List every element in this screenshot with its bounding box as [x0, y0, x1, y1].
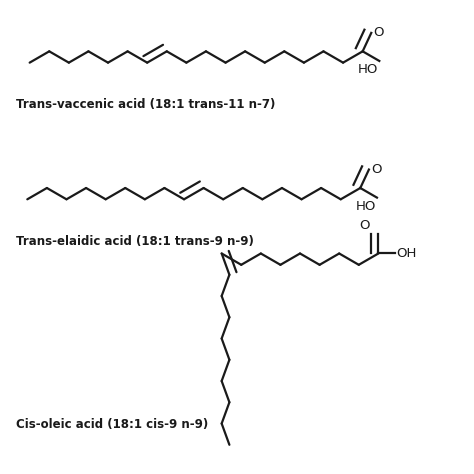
Text: HO: HO: [356, 200, 376, 213]
Text: O: O: [371, 163, 381, 176]
Text: Trans-elaidic acid (18:1 trans-9 n-9): Trans-elaidic acid (18:1 trans-9 n-9): [16, 235, 254, 247]
Text: Cis-oleic acid (18:1 cis-9 n-9): Cis-oleic acid (18:1 cis-9 n-9): [16, 419, 208, 431]
Text: O: O: [359, 219, 369, 232]
Text: Trans-vaccenic acid (18:1 trans-11 n-7): Trans-vaccenic acid (18:1 trans-11 n-7): [16, 98, 275, 111]
Text: OH: OH: [397, 247, 417, 260]
Text: O: O: [373, 27, 383, 39]
Text: HO: HO: [358, 64, 378, 76]
